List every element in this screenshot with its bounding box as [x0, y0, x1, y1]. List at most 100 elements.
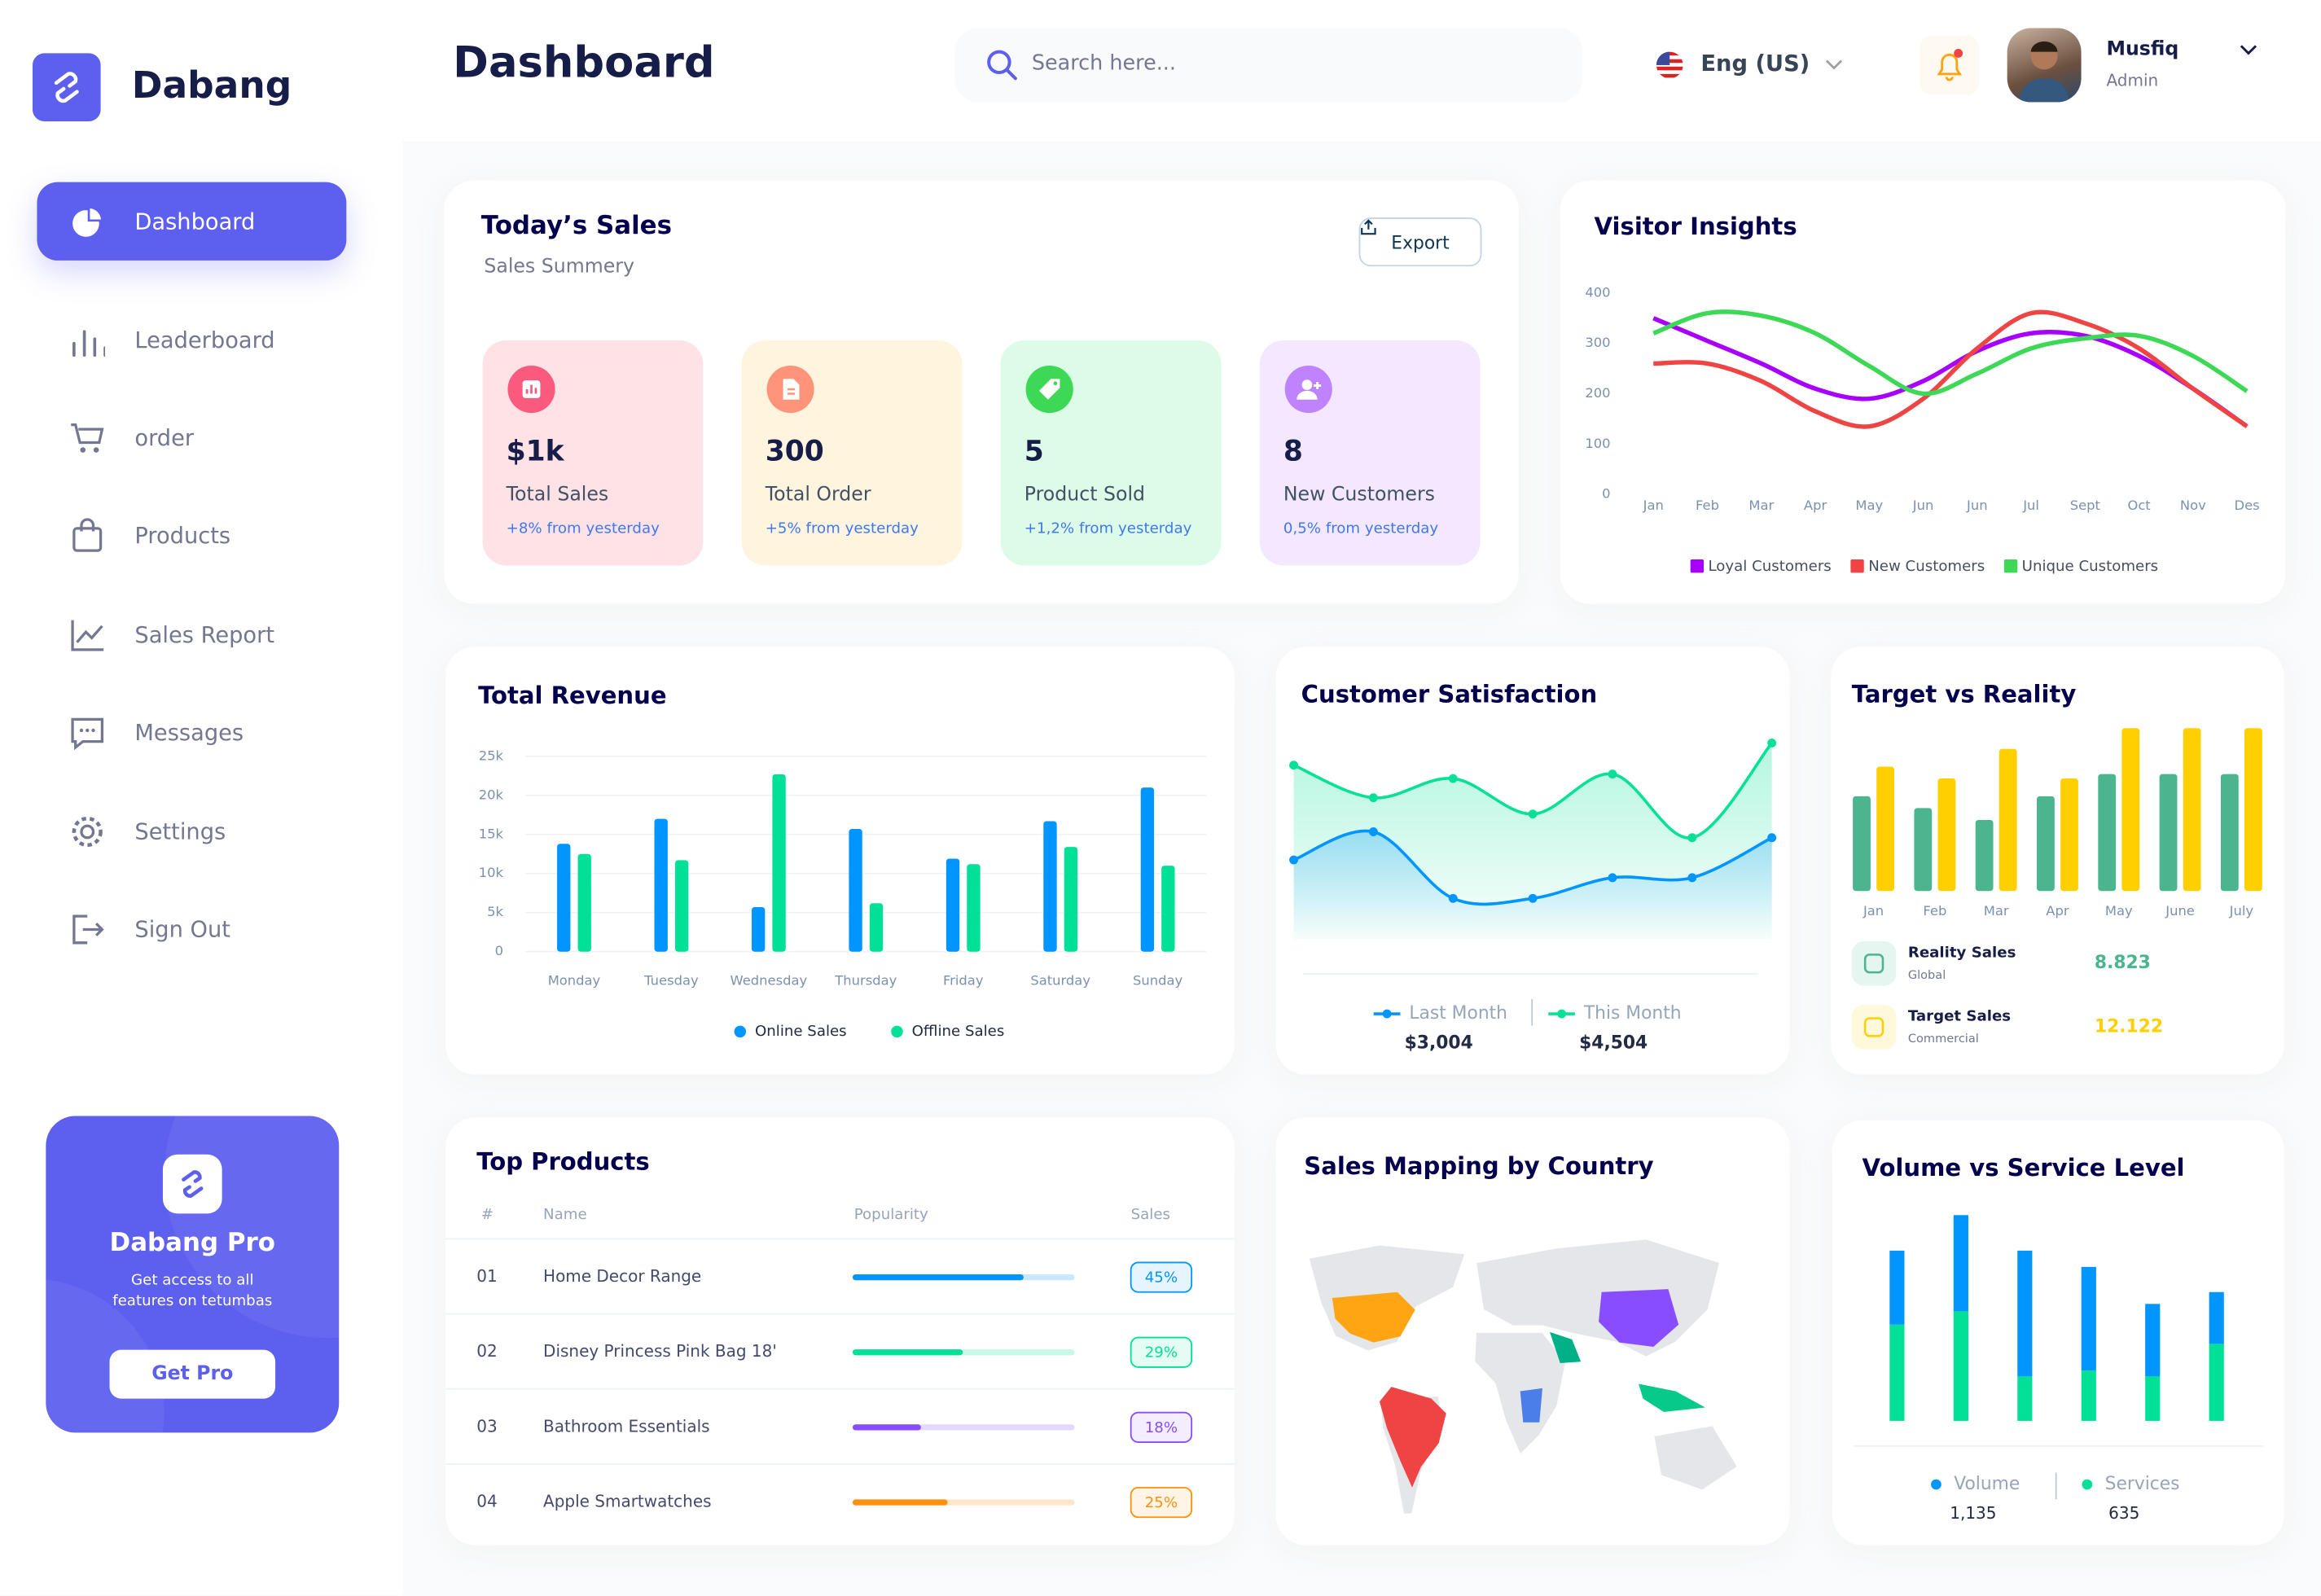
point	[1687, 873, 1697, 883]
total-revenue-chart: Total Revenue 0 5k 10k 15k 20k 25k Monday Tuesda…	[478, 682, 1207, 1040]
promo-card: Dabang Pro Get access to all features on…	[46, 1116, 340, 1433]
menu-item[interactable]: Leaderboard	[37, 300, 346, 379]
get-pro-button[interactable]: Get Pro	[109, 1349, 276, 1399]
card-subtitle: Sales Summery	[484, 256, 635, 278]
stat-card: 8 New Customers 0,5% from yesterday	[1259, 340, 1481, 566]
top-products-card: Top Products # Name Popularity Sales 01 Home D…	[445, 1117, 1235, 1546]
stat-value: 5	[1024, 435, 1044, 468]
sales-label: 25%	[1145, 1494, 1178, 1511]
user-role: Admin	[2106, 71, 2159, 90]
promo-title: Dabang Pro	[109, 1228, 276, 1258]
card-title: Top Products	[476, 1148, 649, 1176]
card-title: Today’s Sales	[480, 211, 673, 242]
point	[1608, 873, 1617, 883]
user-caret[interactable]	[2240, 45, 2257, 57]
legend-label: This Month	[1583, 1003, 1682, 1024]
bar-segment	[2209, 1344, 2224, 1421]
bar	[1937, 778, 1956, 892]
legend-icon	[1863, 954, 1884, 974]
point	[1289, 761, 1299, 770]
menu-icon	[71, 717, 104, 751]
page-title: Dashboard	[453, 37, 715, 88]
legend-total: $4,504	[1579, 1033, 1648, 1053]
popularity-bar	[852, 1499, 948, 1506]
target-vs-reality-chart: Target vs Reality Jan Feb Mar Apr May June July…	[1851, 680, 2262, 1050]
popularity-bar	[852, 1349, 963, 1356]
x-tick-label: May	[2105, 903, 2133, 919]
rank: 03	[476, 1416, 497, 1436]
country-congo	[1520, 1388, 1542, 1423]
legend-icon-box	[1851, 1005, 1897, 1050]
x-tick-label: Tuesday	[643, 973, 699, 989]
point	[1368, 793, 1378, 803]
stat-value: $1k	[506, 435, 564, 468]
point	[1289, 855, 1299, 865]
menu-item[interactable]: Settings	[37, 791, 346, 870]
sales-badge	[1130, 1336, 1193, 1368]
card-title: Customer Satisfaction	[1301, 680, 1598, 708]
visitor-insights-card: Visitor Insights 0 100 200 300 400 Jan Feb Mar Ap…	[1560, 180, 2286, 604]
bell-icon	[1937, 48, 1963, 81]
product-name: Home Decor Range	[543, 1266, 701, 1286]
language-caret[interactable]	[1825, 59, 1843, 72]
legend-dot	[734, 1025, 747, 1038]
menu-item[interactable]: Sales Report	[37, 595, 346, 673]
stat-icon	[1025, 365, 1073, 414]
legend-dot	[1931, 1479, 1941, 1490]
logo	[32, 53, 101, 122]
menu-item-active[interactable]: Dashboard	[37, 182, 347, 261]
bar	[2220, 774, 2239, 892]
export-button[interactable]: Export	[1358, 217, 1482, 267]
bar	[577, 853, 591, 952]
bar	[2183, 728, 2201, 892]
country-china	[1599, 1289, 1679, 1348]
x-tick-label: Mar	[1984, 903, 2009, 919]
menu-item[interactable]: Sign Out	[37, 889, 346, 967]
point	[1608, 770, 1617, 779]
search-box[interactable]: Search here...	[954, 28, 1583, 103]
avatar[interactable]	[2007, 28, 2082, 103]
language[interactable]: Eng (US)	[1700, 50, 1810, 77]
bar-segment	[2209, 1291, 2224, 1344]
sales-map: Sales Mapping by Country	[1304, 1152, 1740, 1515]
legend-dot	[1557, 1009, 1567, 1019]
bar-segment	[2081, 1266, 2096, 1371]
promo-logo	[162, 1154, 222, 1214]
bar	[1914, 808, 1933, 892]
visitor-insights-chart: Visitor Insights 0 100 200 300 400 Jan Feb Mar Ap…	[1585, 213, 2260, 575]
legend-label: New Customers	[1868, 558, 1985, 575]
y-tick-label: 20k	[479, 787, 504, 802]
menu-item[interactable]: Messages	[37, 693, 346, 771]
bar	[1999, 748, 2017, 892]
sales-map-card: Sales Mapping by Country	[1275, 1117, 1790, 1546]
rank: 04	[476, 1492, 497, 1511]
legend-sublabel: Commercial	[1908, 1033, 1979, 1046]
export-icon	[1361, 219, 1376, 235]
card-title: Target vs Reality	[1852, 680, 2077, 708]
menu-item[interactable]: Products	[37, 496, 346, 574]
legend-swatch	[1850, 559, 1864, 573]
bar	[1140, 787, 1155, 952]
x-tick-label: Des	[2235, 498, 2260, 513]
bar-segment	[2017, 1250, 2033, 1377]
bar	[946, 858, 960, 952]
sales-label: 18%	[1145, 1419, 1178, 1436]
legend-dot	[2082, 1479, 2093, 1490]
menu-item[interactable]: order	[37, 398, 346, 476]
bar	[1043, 821, 1057, 952]
y-tick-label: 200	[1585, 385, 1610, 401]
y-tick-label: 10k	[479, 865, 504, 880]
x-tick-label: Jun	[1912, 498, 1934, 513]
legend-label: Online Sales	[755, 1023, 847, 1040]
card-title: Volume vs Service Level	[1863, 1154, 2185, 1182]
x-tick-label: Saturday	[1030, 973, 1090, 989]
x-tick-label: July	[2229, 903, 2254, 919]
stat-label: Total Order	[765, 484, 871, 506]
search-icon	[987, 50, 1017, 81]
x-tick-label: Sunday	[1133, 973, 1182, 989]
legend-total: 1,135	[1950, 1503, 1996, 1523]
column-header: Popularity	[854, 1206, 928, 1223]
bar-segment	[2017, 1376, 2033, 1421]
legend-total: 635	[2108, 1503, 2139, 1523]
notification-button[interactable]	[1920, 35, 1980, 95]
